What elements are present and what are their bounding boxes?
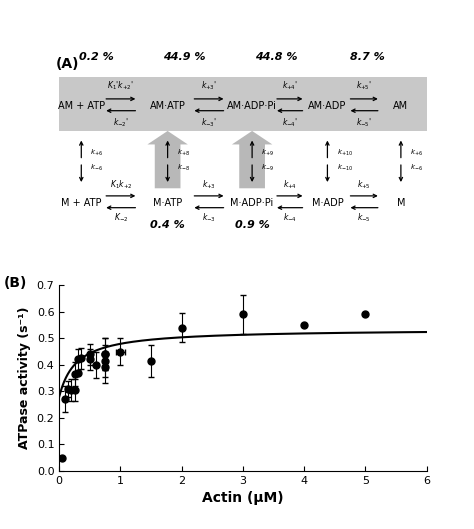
Text: (A): (A) xyxy=(55,57,79,71)
Text: 44.9 %: 44.9 % xyxy=(163,52,205,62)
Text: $k_{+8}$: $k_{+8}$ xyxy=(177,148,190,158)
Text: AM: AM xyxy=(393,101,409,111)
Text: $k_{+10}$: $k_{+10}$ xyxy=(337,148,353,158)
Text: $k_{-5}$: $k_{-5}$ xyxy=(357,212,371,224)
Text: $k_{+5}$: $k_{+5}$ xyxy=(357,178,371,191)
Text: $k_{+3}$': $k_{+3}$' xyxy=(201,80,217,92)
Text: $k_{-3}$': $k_{-3}$' xyxy=(201,116,217,129)
Text: $k_{+4}$: $k_{+4}$ xyxy=(283,178,297,191)
X-axis label: Actin (μM): Actin (μM) xyxy=(202,491,284,505)
Polygon shape xyxy=(147,131,188,188)
Text: 0.9 %: 0.9 % xyxy=(235,220,270,230)
FancyBboxPatch shape xyxy=(59,77,427,131)
Text: $k_{-9}$: $k_{-9}$ xyxy=(261,163,274,173)
Text: $k_{+9}$: $k_{+9}$ xyxy=(261,148,274,158)
Text: $k_{-6}$: $k_{-6}$ xyxy=(91,163,103,173)
Text: $k_{-5}$': $k_{-5}$' xyxy=(356,116,372,129)
Text: $k_{+3}$: $k_{+3}$ xyxy=(202,178,216,191)
Text: $k_{-4}$: $k_{-4}$ xyxy=(283,212,297,224)
Text: $k_{+6}$: $k_{+6}$ xyxy=(410,148,423,158)
Text: 0.4 %: 0.4 % xyxy=(150,220,185,230)
Text: AM + ATP: AM + ATP xyxy=(58,101,105,111)
Text: 0.2 %: 0.2 % xyxy=(79,52,113,62)
Text: $k_{-8}$: $k_{-8}$ xyxy=(177,163,190,173)
Y-axis label: ATPase activity (s⁻¹): ATPase activity (s⁻¹) xyxy=(18,307,31,449)
Text: $k_{-4}$': $k_{-4}$' xyxy=(282,116,298,129)
Text: 8.7 %: 8.7 % xyxy=(350,52,385,62)
Text: M·ADP·Pi: M·ADP·Pi xyxy=(230,198,273,207)
Text: AM·ADP: AM·ADP xyxy=(308,101,346,111)
Text: $k_{-6}$: $k_{-6}$ xyxy=(410,163,423,173)
Text: M·ATP: M·ATP xyxy=(153,198,182,207)
Text: $k_{+6}$: $k_{+6}$ xyxy=(91,148,103,158)
Text: $K_1$'$k_{+2}$': $K_1$'$k_{+2}$' xyxy=(108,80,134,92)
Text: $K_{-2}$: $K_{-2}$ xyxy=(114,212,128,224)
Text: $K_1$$k_{+2}$: $K_1$$k_{+2}$ xyxy=(109,178,132,191)
Text: AM·ADP·Pi: AM·ADP·Pi xyxy=(227,101,277,111)
Text: $k_{-10}$: $k_{-10}$ xyxy=(337,163,353,173)
Polygon shape xyxy=(232,131,272,188)
Text: $k_{+5}$': $k_{+5}$' xyxy=(356,80,372,92)
Text: $k_{+4}$': $k_{+4}$' xyxy=(282,80,298,92)
Text: $k_{-2}$': $k_{-2}$' xyxy=(113,116,129,129)
Text: M: M xyxy=(397,198,405,207)
Text: AM·ATP: AM·ATP xyxy=(150,101,185,111)
Text: $k_{-3}$: $k_{-3}$ xyxy=(202,212,216,224)
Text: (B): (B) xyxy=(4,276,27,290)
Text: 44.8 %: 44.8 % xyxy=(255,52,297,62)
Text: M + ATP: M + ATP xyxy=(61,198,101,207)
Text: M·ADP: M·ADP xyxy=(311,198,343,207)
